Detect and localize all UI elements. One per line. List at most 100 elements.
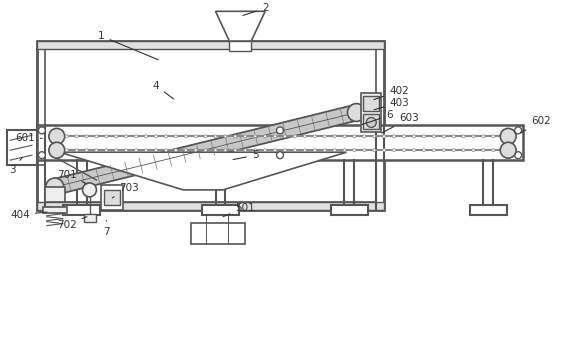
Bar: [364, 95, 379, 110]
Text: 601: 601: [15, 133, 42, 143]
Circle shape: [393, 135, 396, 138]
Circle shape: [383, 135, 385, 138]
Circle shape: [194, 135, 197, 138]
Bar: [364, 115, 379, 129]
Circle shape: [343, 149, 346, 152]
Circle shape: [95, 149, 98, 152]
Polygon shape: [53, 105, 358, 195]
Circle shape: [75, 149, 78, 152]
Circle shape: [304, 149, 306, 152]
Circle shape: [482, 135, 485, 138]
Circle shape: [224, 135, 227, 138]
Circle shape: [164, 135, 167, 138]
Circle shape: [403, 135, 406, 138]
Circle shape: [304, 135, 306, 138]
Circle shape: [442, 149, 445, 152]
Circle shape: [500, 129, 516, 144]
Circle shape: [442, 135, 445, 138]
Circle shape: [145, 149, 148, 152]
Circle shape: [224, 149, 227, 152]
Circle shape: [85, 135, 88, 138]
Bar: [37, 41, 384, 210]
Circle shape: [234, 135, 237, 138]
Circle shape: [373, 149, 376, 152]
Text: 703: 703: [112, 183, 139, 198]
Text: 7: 7: [103, 220, 110, 236]
Bar: [201, 205, 240, 215]
Text: 602: 602: [521, 116, 551, 133]
Circle shape: [313, 135, 316, 138]
Circle shape: [422, 149, 425, 152]
Circle shape: [184, 149, 187, 152]
Text: 1: 1: [98, 31, 158, 60]
Circle shape: [95, 135, 98, 138]
Circle shape: [313, 149, 316, 152]
Circle shape: [492, 149, 495, 152]
Circle shape: [277, 127, 283, 134]
Bar: [229, 41, 251, 51]
Circle shape: [115, 135, 118, 138]
Polygon shape: [59, 152, 347, 190]
Bar: [84, 214, 96, 222]
Circle shape: [204, 149, 207, 152]
Circle shape: [366, 118, 376, 127]
Circle shape: [254, 149, 257, 152]
Bar: [7, 130, 37, 165]
Circle shape: [412, 149, 416, 152]
Circle shape: [500, 142, 516, 158]
Circle shape: [353, 135, 356, 138]
Circle shape: [85, 149, 88, 152]
Circle shape: [393, 149, 396, 152]
Circle shape: [184, 135, 187, 138]
Circle shape: [343, 135, 346, 138]
Circle shape: [333, 149, 336, 152]
Bar: [37, 125, 523, 160]
Circle shape: [353, 149, 356, 152]
Circle shape: [204, 135, 207, 138]
Text: 501: 501: [223, 203, 255, 217]
Text: 404: 404: [10, 210, 47, 220]
Bar: [102, 185, 123, 210]
Bar: [470, 205, 507, 215]
Circle shape: [283, 135, 287, 138]
Text: 403: 403: [374, 98, 409, 110]
Circle shape: [274, 149, 277, 152]
Circle shape: [164, 149, 167, 152]
Circle shape: [65, 135, 68, 138]
Circle shape: [373, 135, 376, 138]
Circle shape: [115, 149, 118, 152]
Circle shape: [154, 149, 158, 152]
Circle shape: [135, 149, 137, 152]
Circle shape: [452, 135, 455, 138]
Circle shape: [277, 152, 283, 159]
Circle shape: [194, 149, 197, 152]
Text: 5: 5: [233, 150, 259, 160]
Bar: [43, 207, 67, 213]
Bar: [45, 49, 376, 202]
Circle shape: [514, 152, 522, 159]
Circle shape: [412, 135, 416, 138]
Circle shape: [38, 127, 45, 134]
Circle shape: [46, 178, 64, 196]
Circle shape: [65, 149, 68, 152]
Circle shape: [82, 183, 96, 197]
Circle shape: [363, 149, 366, 152]
Circle shape: [174, 135, 177, 138]
Text: 6: 6: [362, 110, 393, 125]
Text: 4: 4: [153, 81, 173, 99]
Text: 3: 3: [9, 157, 22, 175]
Bar: [45, 187, 65, 202]
Circle shape: [433, 149, 435, 152]
Circle shape: [214, 135, 217, 138]
Circle shape: [49, 129, 65, 144]
Circle shape: [452, 149, 455, 152]
Circle shape: [38, 152, 45, 159]
Bar: [37, 202, 384, 210]
Bar: [361, 93, 381, 132]
Circle shape: [244, 149, 247, 152]
Circle shape: [105, 135, 108, 138]
Circle shape: [323, 135, 326, 138]
Circle shape: [293, 135, 296, 138]
Bar: [330, 205, 369, 215]
Text: 2: 2: [243, 3, 268, 15]
